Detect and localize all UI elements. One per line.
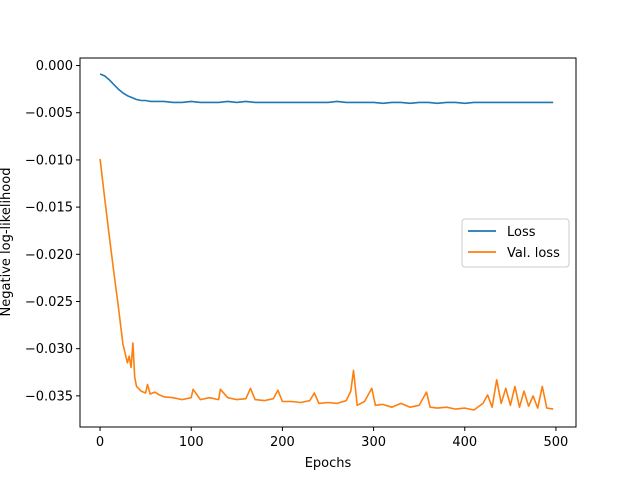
y-tick-label: −0.010: [25, 153, 73, 168]
y-axis-label: Negative log-likelihood: [0, 168, 14, 317]
y-tick-label: −0.025: [25, 295, 73, 310]
y-tick-label: 0.000: [36, 59, 73, 74]
legend-label-val-loss: Val. loss: [507, 246, 560, 261]
x-tick-label: 500: [544, 435, 569, 450]
x-tick-label: 100: [179, 435, 204, 450]
x-tick-label: 300: [361, 435, 386, 450]
x-tick-label: 0: [96, 435, 104, 450]
series-line-loss: [99, 73, 554, 105]
legend: Loss Val. loss: [461, 218, 570, 268]
legend-label-loss: Loss: [507, 225, 536, 240]
axes-layer: 0 100 200 300 400 500 0.000 −0.005 −0.010 −0.015 −…: [25, 57, 577, 450]
x-tick-label: 400: [452, 435, 477, 450]
y-tick-label: −0.030: [25, 342, 73, 357]
y-tick-label: −0.015: [25, 201, 73, 216]
x-axis-label: Epochs: [305, 456, 352, 471]
plot-layer: [99, 73, 554, 411]
x-tick-label: 200: [270, 435, 295, 450]
axes-frame: [79, 57, 577, 428]
y-tick-label: −0.005: [25, 106, 73, 121]
series-line-val-loss: [99, 158, 554, 411]
y-tick-label: −0.035: [25, 389, 73, 404]
y-tick-label: −0.020: [25, 248, 73, 263]
